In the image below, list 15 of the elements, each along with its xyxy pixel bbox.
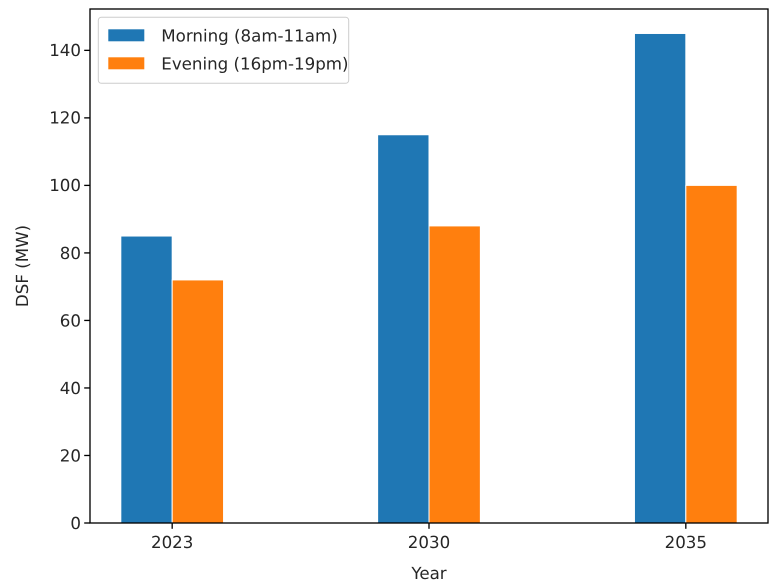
x-tick-label: 2023 — [150, 533, 194, 552]
y-axis-title: DSF (MW) — [13, 224, 32, 308]
y-tick-label: 80 — [60, 244, 81, 263]
y-tick-label: 40 — [60, 378, 81, 398]
y-tick-label: 140 — [49, 41, 81, 60]
x-axis-title: Year — [410, 564, 447, 583]
y-tick-label: 120 — [49, 108, 81, 128]
x-tick-label: 2030 — [408, 533, 450, 552]
y-tick-label: 100 — [49, 176, 81, 196]
y-tick-label: 20 — [60, 446, 81, 466]
y-tick-label: 60 — [60, 311, 81, 330]
legend-label: Morning (8am-11am) — [161, 26, 338, 46]
y-tick-label: 0 — [70, 514, 81, 533]
x-tick-label: 2035 — [664, 533, 708, 552]
legend-label: Evening (16pm-19pm) — [161, 54, 349, 74]
